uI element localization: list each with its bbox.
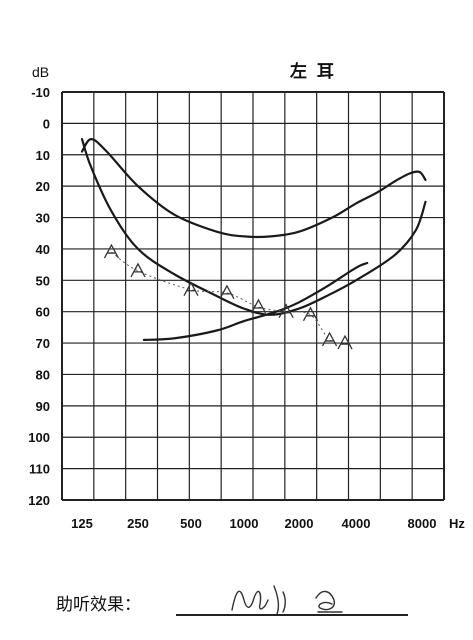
aided-mark bbox=[337, 334, 353, 350]
y-tick-label: 80 bbox=[36, 367, 50, 382]
signature-scribble bbox=[231, 585, 343, 615]
aided-mark bbox=[219, 284, 235, 300]
y-tick-label: -10 bbox=[31, 85, 50, 100]
y-tick-label: 120 bbox=[28, 493, 50, 508]
aided-mark bbox=[130, 262, 146, 278]
x-tick-label: 250 bbox=[127, 516, 149, 531]
y-tick-label: 20 bbox=[36, 179, 50, 194]
aided-dotted-line bbox=[111, 251, 346, 344]
x-tick-label: 8000 bbox=[408, 516, 437, 531]
aided-mark bbox=[103, 243, 120, 259]
chart-grid bbox=[61, 91, 445, 501]
x-tick-label: 4000 bbox=[342, 516, 371, 531]
x-tick-label: 125 bbox=[71, 516, 93, 531]
y-tick-label: 30 bbox=[36, 211, 50, 226]
y-tick-label: 50 bbox=[36, 273, 50, 288]
y-axis-unit-label: dB bbox=[32, 64, 49, 80]
y-tick-label: 60 bbox=[36, 305, 50, 320]
aided-mark bbox=[321, 331, 338, 347]
aided-response-line bbox=[142, 261, 369, 341]
chart-series bbox=[80, 137, 427, 350]
chart-title: 左 耳 bbox=[290, 61, 336, 82]
x-tick-label: 1000 bbox=[230, 516, 259, 531]
x-axis-unit-label: Hz bbox=[449, 516, 465, 531]
aided-mark bbox=[183, 281, 199, 297]
signature-line bbox=[176, 614, 408, 616]
x-axis-ticks: 125 250 500 1000 2000 4000 8000 bbox=[71, 516, 436, 531]
upper-banana-curve bbox=[80, 137, 427, 239]
aided-mark bbox=[302, 306, 319, 322]
x-tick-label: 2000 bbox=[285, 516, 314, 531]
y-tick-label: 90 bbox=[36, 399, 50, 414]
y-tick-label: 0 bbox=[43, 116, 50, 131]
hearing-aid-effect-label: 助听效果： bbox=[56, 595, 141, 615]
aided-mark bbox=[278, 303, 294, 319]
y-tick-label: 10 bbox=[36, 148, 50, 163]
y-tick-label: 110 bbox=[29, 462, 50, 477]
y-tick-label: 100 bbox=[28, 430, 50, 445]
y-tick-label: 40 bbox=[36, 242, 50, 257]
y-tick-label: 70 bbox=[36, 336, 50, 351]
y-axis-ticks: -10 0 10 20 30 40 50 60 70 80 90 100 110 120 bbox=[28, 85, 50, 508]
lower-banana-curve bbox=[80, 138, 427, 316]
aided-mark bbox=[250, 298, 267, 314]
x-tick-label: 500 bbox=[180, 516, 202, 531]
